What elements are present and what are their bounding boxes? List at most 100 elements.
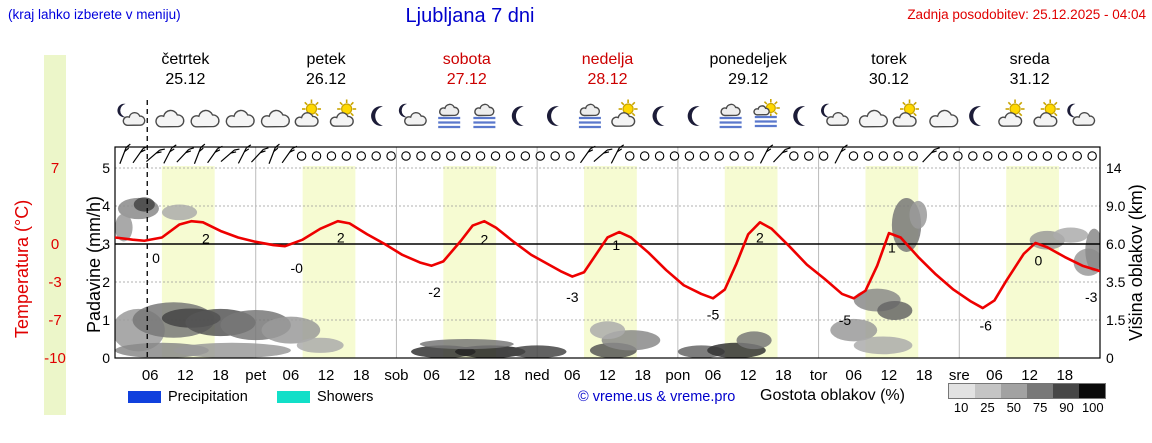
- calm-wind-icon: [789, 151, 799, 161]
- daylight-band: [1006, 166, 1059, 358]
- x-axis-tick-label: tor: [810, 367, 828, 384]
- calm-wind-icon: [848, 151, 859, 161]
- temperature-axis-strip: [44, 55, 66, 415]
- calm-wind-icon: [639, 151, 650, 161]
- x-axis-tick-label: 12: [740, 367, 757, 384]
- x-axis-tick-label: 06: [423, 367, 440, 384]
- day-date: 27.12: [446, 71, 487, 88]
- wind-barb-icon: [593, 148, 613, 162]
- calm-wind-icon: [968, 151, 978, 161]
- x-axis-tick-label: sob: [384, 367, 408, 384]
- wind-barb-icon: [146, 148, 165, 162]
- wind-barb-icon: [834, 144, 848, 164]
- x-axis-tick-label: pon: [665, 367, 690, 384]
- cloud-density-swatch: [1001, 384, 1027, 398]
- calm-wind-icon: [893, 151, 903, 161]
- daylight-band: [724, 166, 778, 358]
- cloud-density-scale-values: 10 25 50 75 90 100: [948, 400, 1106, 415]
- calm-wind-icon: [371, 151, 381, 161]
- temperature-value-label: -6: [979, 317, 992, 333]
- calm-wind-icon: [1042, 151, 1053, 161]
- temperature-tick-label: 0: [51, 236, 59, 253]
- x-axis-tick-label: 06: [845, 367, 862, 384]
- calm-wind-icon: [818, 151, 829, 161]
- x-axis-tick-label: 06: [142, 367, 159, 384]
- precipitation-legend-label: Precipitation: [168, 389, 248, 405]
- wind-barb-icon: [193, 143, 206, 164]
- x-axis-tick-label: 12: [458, 367, 475, 384]
- cloud-density-swatch: [975, 384, 1001, 398]
- calm-wind-icon: [997, 151, 1008, 161]
- calm-wind-icon: [311, 151, 322, 161]
- temperature-value-label: -5: [707, 307, 720, 323]
- cloud-weather-icon: [225, 109, 255, 128]
- cloud-density-value: 90: [1059, 400, 1074, 415]
- moon-cloud-weather-icon: [1067, 103, 1096, 127]
- calm-wind-icon: [490, 151, 501, 161]
- wind-barb-icon: [207, 145, 223, 164]
- sun-cloud-weather-icon: [611, 99, 638, 127]
- day-name: torek: [871, 51, 907, 68]
- sun-cloud-weather-icon: [1033, 99, 1060, 127]
- day-date: 29.12: [728, 71, 769, 88]
- calm-wind-icon: [908, 151, 918, 161]
- x-axis-tick-label: 12: [318, 367, 335, 384]
- sun-cloud-weather-icon: [329, 99, 357, 127]
- calm-wind-icon: [386, 151, 396, 161]
- temperature-value-label: 2: [337, 229, 345, 245]
- cloud-density-value: 25: [980, 400, 995, 415]
- copyright-link[interactable]: © vreme.us & vreme.pro: [578, 389, 736, 405]
- cloud-blob: [419, 339, 514, 350]
- calm-wind-icon: [625, 151, 635, 161]
- moon-weather-icon: [687, 106, 700, 126]
- wind-barb-icon: [773, 147, 791, 163]
- day-header: petek 26.12: [256, 50, 397, 90]
- cloud-density-swatch: [1053, 384, 1079, 398]
- sun-cloud-weather-icon: [294, 99, 321, 127]
- wind-barb-icon: [237, 144, 252, 164]
- temperature-value-label: 2: [202, 231, 210, 247]
- calm-wind-icon: [714, 151, 725, 161]
- cloud-height-tick-label: 1.5: [1106, 312, 1126, 328]
- sun-cloud-weather-icon: [998, 99, 1025, 127]
- cloud-blob: [853, 336, 913, 355]
- x-axis-tick-label: 18: [494, 367, 511, 384]
- day-date: 31.12: [1009, 71, 1050, 88]
- moon-cloud-weather-icon: [398, 103, 427, 127]
- calm-wind-icon: [431, 151, 441, 161]
- temperature-value-label: 0: [1035, 252, 1043, 268]
- calm-wind-icon: [1087, 151, 1097, 161]
- fog-sun-weather-icon: [753, 99, 780, 128]
- calm-wind-icon: [475, 151, 486, 161]
- day-date: 26.12: [306, 71, 347, 88]
- sun-cloud-weather-icon: [892, 99, 920, 127]
- wind-barb-icon: [220, 148, 240, 162]
- calm-wind-icon: [535, 151, 546, 161]
- cloud-height-tick-label: 3.5: [1106, 274, 1126, 290]
- calm-wind-icon: [803, 151, 814, 161]
- moon-cloud-weather-icon: [117, 103, 146, 127]
- temperature-value-label: 1: [612, 237, 620, 253]
- day-date: 30.12: [868, 71, 909, 88]
- moon-weather-icon: [371, 106, 384, 126]
- cloud-density-value: 100: [1081, 400, 1104, 415]
- calm-wind-icon: [1027, 151, 1038, 161]
- x-axis-tick-label: 06: [564, 367, 581, 384]
- calm-wind-icon: [863, 151, 874, 161]
- temperature-tick-label: 7: [51, 160, 59, 177]
- cloud-height-tick-label: 14: [1106, 160, 1122, 176]
- precipitation-tick-label: 2: [102, 274, 110, 290]
- temperature-value-label: 0: [152, 250, 160, 266]
- page-title: Ljubljana 7 dni: [405, 5, 535, 27]
- x-axis-tick-label: sre: [949, 367, 970, 384]
- calm-wind-icon: [938, 151, 948, 161]
- precipitation-legend-swatch: [128, 391, 161, 403]
- calm-wind-icon: [654, 151, 665, 161]
- temperature-tick-label: -3: [48, 274, 61, 291]
- cloud-height-tick-label: 6.0: [1106, 236, 1126, 252]
- calm-wind-icon: [1072, 151, 1082, 161]
- wind-barb-icon: [922, 147, 940, 163]
- x-axis-tick-label: 18: [1056, 367, 1073, 384]
- calm-wind-icon: [953, 151, 963, 161]
